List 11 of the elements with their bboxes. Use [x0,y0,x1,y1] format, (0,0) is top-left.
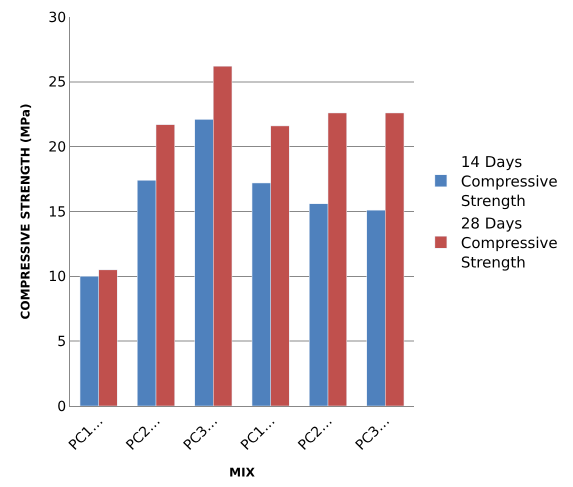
y-tick-label: 0 [57,398,66,415]
x-axis-title: MIX [229,466,256,480]
legend-label: 28 Days Compressive Strength [460,214,558,272]
y-tick-label: 15 [48,204,66,220]
legend-label: 14 Days Compressive Strength [460,153,558,210]
y-axis-title: COMPRESSIVE STRENGTH (MPa) [18,104,33,320]
y-tick-label: 25 [48,74,66,91]
y-tick-label: 30 [48,10,66,26]
y-tick-label: 20 [48,140,66,156]
y-tick-label: 10 [48,269,66,286]
y-tick-label: 5 [57,334,66,350]
